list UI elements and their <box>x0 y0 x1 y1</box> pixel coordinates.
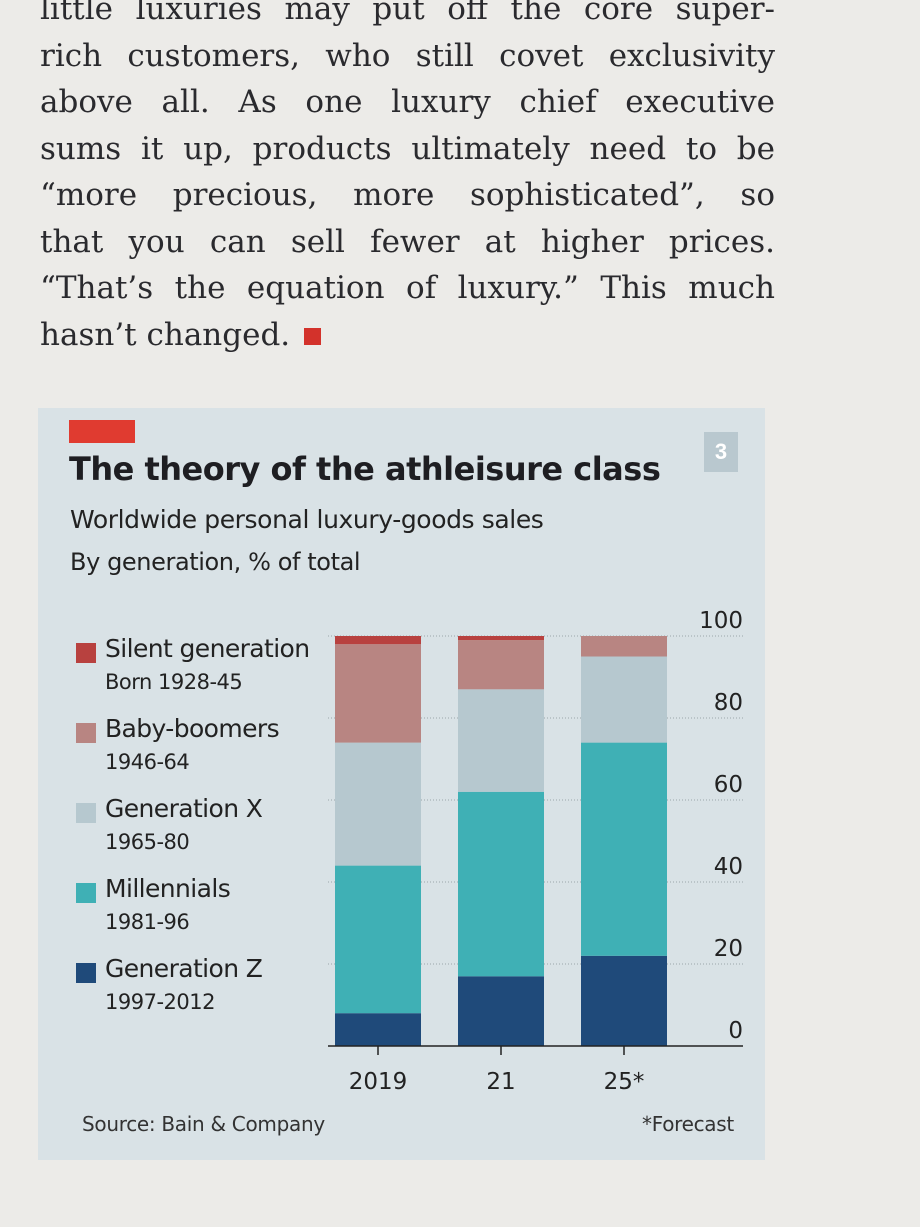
legend-years: Born 1928-45 <box>105 670 243 694</box>
y-tick-label: 60 <box>714 772 743 798</box>
article-line: “more precious, more sophisticated”, so <box>40 177 775 213</box>
legend-label: Generation X <box>105 794 263 823</box>
chart-number-badge: 3 <box>704 432 738 472</box>
article-line: little luxuries may put off the core sup… <box>40 0 775 27</box>
bar-segment <box>581 656 667 743</box>
legend-label: Silent generation <box>105 634 310 663</box>
x-tick-label: 2019 <box>349 1069 408 1095</box>
y-tick-label: 20 <box>714 936 743 962</box>
article-line: hasn’t changed. <box>40 316 291 353</box>
article-line: above all. As one luxury chief executive <box>40 84 775 120</box>
legend-swatch <box>76 803 96 823</box>
bar-segment <box>458 976 544 1046</box>
bar-segment <box>335 742 421 866</box>
chart-title: The theory of the athleisure class <box>69 450 661 488</box>
y-tick-label: 0 <box>728 1018 743 1044</box>
article-line: rich customers, who still covet exclusiv… <box>40 37 775 74</box>
legend-label: Millennials <box>105 874 231 903</box>
article-line: sums it up, products ultimately need to … <box>40 130 775 167</box>
y-tick-label: 100 <box>699 608 743 634</box>
article-text: little luxuries may put off the core sup… <box>40 0 775 358</box>
bar-segment <box>335 1013 421 1046</box>
bar-segment <box>458 791 544 977</box>
bar-segment <box>335 644 421 743</box>
bar-segment <box>581 742 667 956</box>
x-tick-label: 21 <box>486 1069 515 1095</box>
legend-swatch <box>76 723 96 743</box>
y-tick-label: 80 <box>714 690 743 716</box>
article-line: “That’s the equation of luxury.” This mu… <box>40 270 775 306</box>
stacked-bar-chart: 0 20 40 60 80 100 2019 21 25* <box>328 608 743 1095</box>
chart-footnote: *Forecast <box>642 1112 734 1136</box>
bar-segment <box>458 640 544 690</box>
legend-label: Baby-boomers <box>105 714 280 743</box>
y-tick-label: 40 <box>714 854 743 880</box>
legend-years: 1981-96 <box>105 910 190 934</box>
legend-years: 1997-2012 <box>105 990 215 1014</box>
bar-segment <box>335 865 421 1014</box>
x-tick-label: 25* <box>604 1069 645 1095</box>
chart-panel: 3 The theory of the athleisure class Wor… <box>38 408 765 1160</box>
red-square-icon <box>304 327 322 345</box>
legend-swatch <box>76 963 96 983</box>
legend-label: Generation Z <box>105 954 263 983</box>
bar-segment <box>458 689 544 792</box>
chart-source: Source: Bain & Company <box>82 1112 325 1136</box>
bar-segment <box>458 636 544 641</box>
chart-subtitle: Worldwide personal luxury-goods sales <box>70 505 544 534</box>
article-line: that you can sell fewer at higher prices… <box>40 223 775 260</box>
article-last-line: hasn’t changed. <box>40 312 775 359</box>
chart-red-tab <box>69 420 135 443</box>
legend-swatch <box>76 643 96 663</box>
legend-years: 1965-80 <box>105 830 190 854</box>
bar-segment <box>581 955 667 1046</box>
legend-swatch <box>76 883 96 903</box>
bar-segment <box>581 636 667 657</box>
bar-segment <box>335 636 421 645</box>
legend-years: 1946-64 <box>105 750 190 774</box>
chart-unit-label: By generation, % of total <box>70 548 361 576</box>
